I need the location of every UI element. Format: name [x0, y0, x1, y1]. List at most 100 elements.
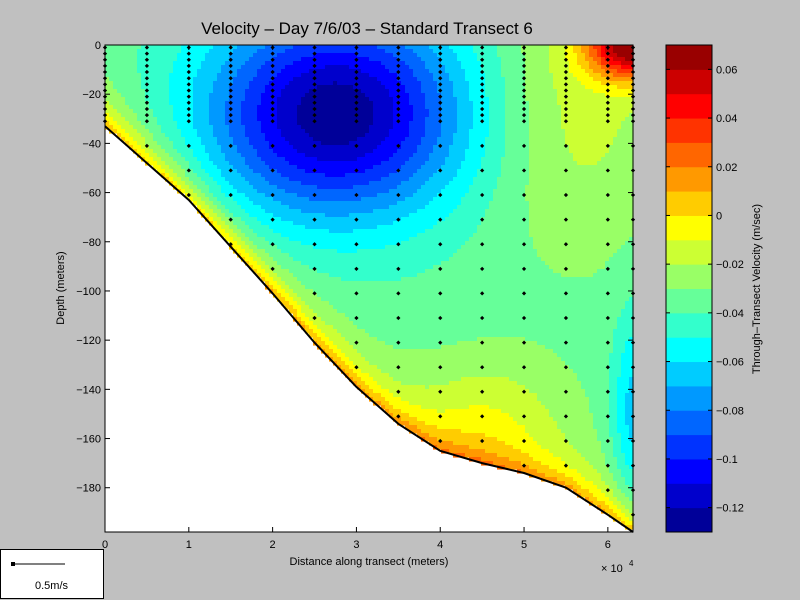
velocity-cell	[413, 269, 418, 274]
velocity-cell	[301, 121, 306, 126]
velocity-cell	[369, 133, 374, 138]
velocity-cell	[341, 189, 346, 194]
velocity-cell	[205, 81, 210, 86]
velocity-cell	[397, 305, 402, 310]
velocity-cell	[349, 189, 354, 194]
velocity-cell	[373, 393, 378, 398]
velocity-cell	[345, 65, 350, 70]
velocity-cell	[389, 141, 394, 146]
velocity-cell	[201, 121, 206, 126]
velocity-cell	[293, 309, 298, 314]
velocity-cell	[413, 297, 418, 302]
velocity-cell	[293, 149, 298, 154]
velocity-cell	[361, 185, 366, 190]
velocity-cell	[353, 73, 358, 78]
velocity-cell	[245, 149, 250, 154]
velocity-cell	[393, 81, 398, 86]
velocity-cell	[361, 281, 366, 286]
velocity-cell	[421, 249, 426, 254]
velocity-cell	[425, 433, 430, 438]
velocity-cell	[237, 141, 242, 146]
velocity-cell	[385, 133, 390, 138]
velocity-cell	[265, 105, 270, 110]
velocity-cell	[209, 65, 214, 70]
velocity-cell	[377, 161, 382, 166]
velocity-cell	[157, 113, 162, 118]
velocity-cell	[165, 169, 170, 174]
velocity-cell	[313, 329, 318, 334]
velocity-cell	[361, 301, 366, 306]
velocity-cell	[201, 177, 206, 182]
velocity-cell	[373, 221, 378, 226]
velocity-cell	[229, 165, 234, 170]
velocity-cell	[353, 145, 358, 150]
velocity-cell	[393, 193, 398, 198]
velocity-cell	[321, 97, 326, 102]
velocity-cell	[325, 209, 330, 214]
velocity-cell	[329, 153, 334, 158]
velocity-cell	[329, 173, 334, 178]
velocity-cell	[277, 149, 282, 154]
velocity-cell	[197, 153, 202, 158]
velocity-cell	[237, 201, 242, 206]
velocity-cell	[297, 301, 302, 306]
velocity-cell	[345, 269, 350, 274]
velocity-cell	[333, 193, 338, 198]
velocity-cell	[381, 341, 386, 346]
velocity-cell	[357, 365, 362, 370]
velocity-cell	[117, 53, 122, 58]
velocity-cell	[317, 213, 322, 218]
velocity-cell	[181, 101, 186, 106]
velocity-cell	[381, 313, 386, 318]
velocity-cell	[357, 109, 362, 114]
velocity-cell	[365, 169, 370, 174]
velocity-cell	[109, 61, 114, 66]
velocity-cell	[369, 149, 374, 154]
velocity-cell	[325, 301, 330, 306]
velocity-cell	[401, 109, 406, 114]
velocity-cell	[405, 125, 410, 130]
velocity-cell	[381, 245, 386, 250]
velocity-cell	[401, 65, 406, 70]
velocity-cell	[393, 161, 398, 166]
velocity-cell	[313, 53, 318, 58]
velocity-cell	[305, 85, 310, 90]
velocity-cell	[349, 157, 354, 162]
velocity-cell	[177, 61, 182, 66]
velocity-cell	[425, 249, 430, 254]
velocity-cell	[253, 57, 258, 62]
velocity-cell	[205, 177, 210, 182]
velocity-cell	[365, 201, 370, 206]
velocity-cell	[257, 229, 262, 234]
velocity-cell	[109, 49, 114, 54]
velocity-cell	[361, 169, 366, 174]
velocity-cell	[121, 45, 126, 50]
velocity-cell	[129, 125, 134, 130]
velocity-cell	[273, 61, 278, 66]
velocity-cell	[237, 169, 242, 174]
velocity-cell	[313, 129, 318, 134]
velocity-cell	[373, 361, 378, 366]
velocity-cell	[413, 125, 418, 130]
velocity-cell	[337, 113, 342, 118]
velocity-cell	[421, 153, 426, 158]
velocity-cell	[233, 209, 238, 214]
velocity-cell	[305, 269, 310, 274]
velocity-cell	[393, 325, 398, 330]
velocity-cell	[377, 381, 382, 386]
velocity-cell	[413, 61, 418, 66]
velocity-cell	[421, 289, 426, 294]
velocity-cell	[405, 149, 410, 154]
velocity-cell	[277, 113, 282, 118]
velocity-cell	[377, 65, 382, 70]
velocity-cell	[397, 349, 402, 354]
velocity-cell	[185, 109, 190, 114]
velocity-cell	[233, 205, 238, 210]
velocity-cell	[165, 73, 170, 78]
velocity-cell	[117, 89, 122, 94]
velocity-cell	[261, 177, 266, 182]
velocity-cell	[405, 261, 410, 266]
velocity-cell	[317, 273, 322, 278]
velocity-cell	[329, 193, 334, 198]
velocity-cell	[305, 181, 310, 186]
